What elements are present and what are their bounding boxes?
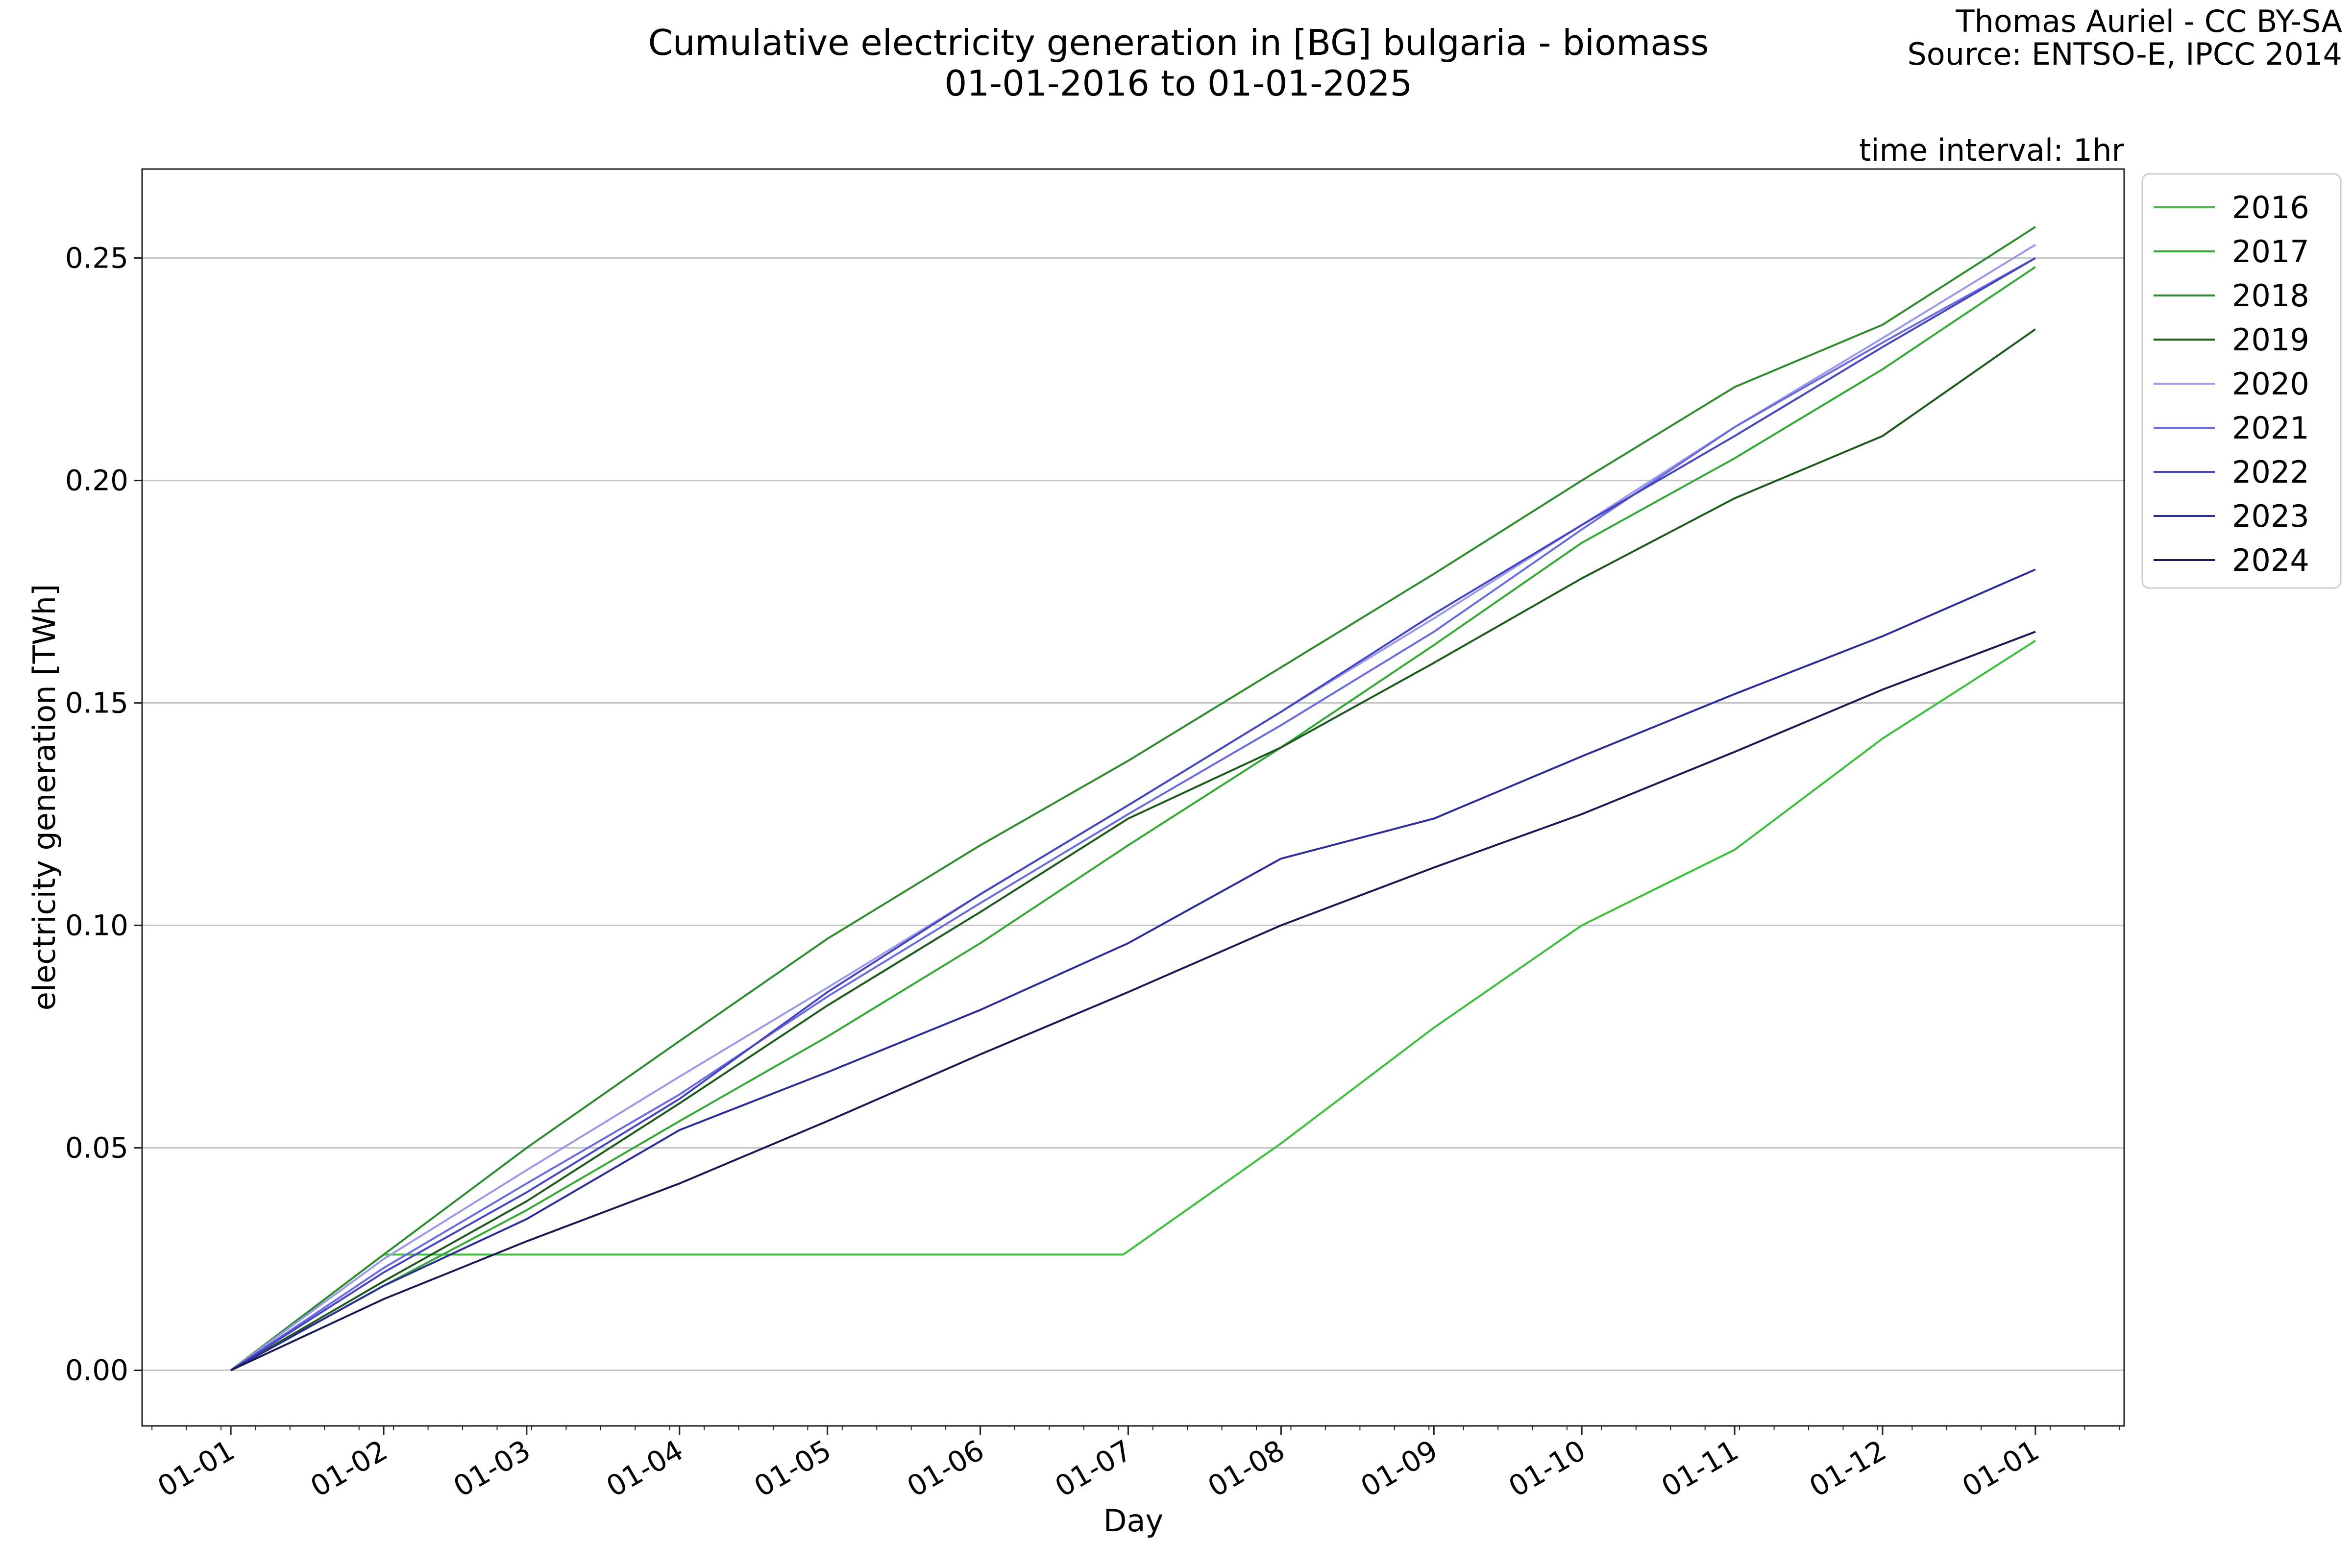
credit-author: Thomas Auriel - CC BY-SA: [1956, 3, 2342, 39]
chart-subtitle: 01-01-2016 to 01-01-2025: [945, 63, 1413, 104]
series-line-2019: [230, 328, 2036, 1372]
legend-label: 2016: [2232, 190, 2309, 225]
series-line-2018: [230, 226, 2036, 1372]
y-tick-label: 0.00: [65, 1354, 128, 1387]
plot-frame: [141, 168, 2125, 1427]
series-line-2024: [230, 631, 2036, 1372]
y-axis-ticks: 0.00 0.05 0.10 0.15 0.20 0.25: [65, 242, 142, 1387]
series-line-2022: [230, 257, 2036, 1372]
y-tick-label: 0.20: [65, 464, 128, 497]
legend-label: 2023: [2232, 498, 2309, 534]
series-line-2016: [230, 639, 2036, 1372]
legend-label: 2017: [2232, 234, 2309, 270]
y-tick-label: 0.25: [65, 242, 128, 275]
series-line-2023: [230, 568, 2036, 1372]
y-axis-label: electricity generation [TWh]: [26, 584, 62, 1010]
legend-label: 2018: [2232, 278, 2309, 314]
legend-label: 2021: [2232, 410, 2309, 446]
credit-source: Source: ENTSO-E, IPCC 2014: [1907, 36, 2342, 72]
x-axis-label: Day: [1103, 1503, 1163, 1539]
chart-title: Cumulative electricity generation in [BG…: [648, 22, 1709, 63]
y-tick-label: 0.10: [65, 909, 128, 942]
legend-box: [2141, 173, 2342, 589]
y-tick-label: 0.05: [65, 1131, 128, 1165]
legend: 2016 2017 2018 2019 2020 2021 2022 2023 2024: [2141, 173, 2342, 589]
legend-label: 2020: [2232, 366, 2309, 402]
series-line-2017: [230, 266, 2036, 1372]
legend-label: 2024: [2232, 542, 2309, 578]
series-lines: [230, 226, 2036, 1372]
time-interval-note: time interval: 1hr: [1859, 132, 2124, 168]
legend-label: 2019: [2232, 322, 2309, 358]
y-tick-label: 0.15: [65, 686, 128, 720]
legend-label: 2022: [2232, 454, 2309, 490]
series-line-2021: [230, 257, 2036, 1372]
gridlines: [142, 257, 2124, 1372]
